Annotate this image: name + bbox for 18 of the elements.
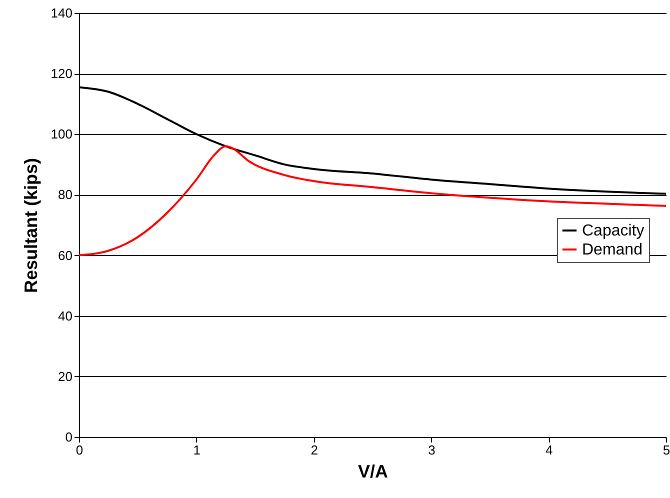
y-axis-title: Resultant (kips) <box>20 158 41 294</box>
y-tick-label: 0 <box>65 430 72 444</box>
x-tick-label: 3 <box>428 442 436 458</box>
y-tick-label: 40 <box>58 308 72 324</box>
y-tick-label: 120 <box>50 66 72 82</box>
x-tick-label: 0 <box>76 442 84 458</box>
legend-label: Demand <box>582 242 642 258</box>
x-tick-label: 5 <box>662 442 670 458</box>
y-tick-label: 140 <box>50 6 72 20</box>
y-tick-label: 100 <box>50 126 72 142</box>
y-tick-label: 20 <box>58 368 72 384</box>
y-tick-label: 60 <box>58 248 72 263</box>
x-tick-label: 2 <box>310 442 318 458</box>
x-axis-title: V/A <box>358 462 388 482</box>
y-tick-label: 80 <box>58 187 72 202</box>
x-tick-label: 1 <box>193 442 201 458</box>
x-tick-label: 4 <box>545 442 553 458</box>
legend-label: Capacity <box>582 222 644 240</box>
